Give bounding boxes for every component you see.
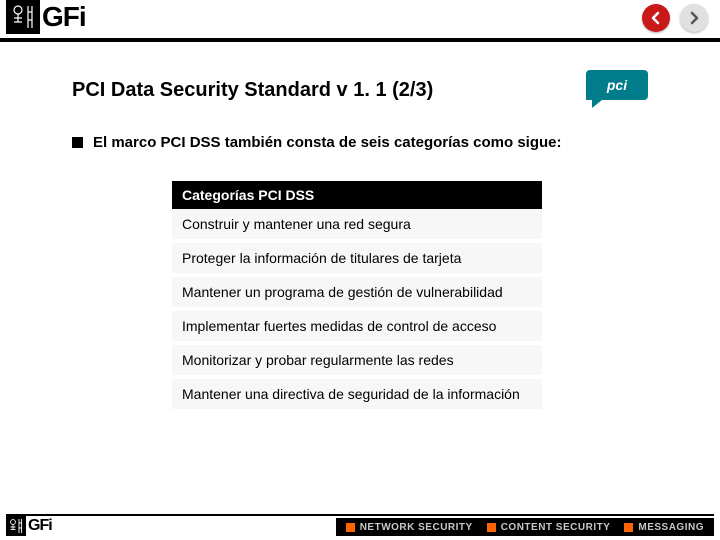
- footer-strip: NETWORK SECURITY CONTENT SECURITY MESSAG…: [336, 518, 714, 536]
- nav-arrows: [642, 4, 708, 32]
- table-row: Implementar fuertes medidas de control d…: [172, 311, 542, 345]
- brand-logo: GFi: [6, 0, 86, 34]
- slide-content: PCI Data Security Standard v 1. 1 (2/3) …: [0, 42, 720, 413]
- title-row: PCI Data Security Standard v 1. 1 (2/3) …: [72, 70, 648, 110]
- table-row: Mantener un programa de gestión de vulne…: [172, 277, 542, 311]
- bullet-text: El marco PCI DSS también consta de seis …: [93, 134, 562, 151]
- footer-item: MESSAGING: [624, 522, 704, 533]
- categories-table: Categorías PCI DSS Construir y mantener …: [172, 181, 542, 413]
- footer-item: CONTENT SECURITY: [487, 522, 611, 533]
- table-row: Monitorizar y probar regularmente las re…: [172, 345, 542, 379]
- prev-button[interactable]: [642, 4, 670, 32]
- footer-item: NETWORK SECURITY: [346, 522, 473, 533]
- bullet-icon: [72, 137, 83, 148]
- square-bullet-icon: [346, 523, 355, 532]
- footer-item-label: CONTENT SECURITY: [501, 522, 611, 533]
- brand-mark-icon: [6, 0, 40, 34]
- brand-logo-footer: GFi: [6, 516, 52, 536]
- square-bullet-icon: [487, 523, 496, 532]
- bullet-item: El marco PCI DSS también consta de seis …: [72, 134, 648, 151]
- footer-divider: [6, 514, 714, 516]
- table-row: Mantener una directiva de seguridad de l…: [172, 379, 542, 413]
- brand-name: GFi: [42, 1, 86, 33]
- table-row: Construir y mantener una red segura: [172, 209, 542, 243]
- chevron-left-icon: [649, 11, 663, 25]
- header-bar: GFi: [0, 0, 720, 42]
- footer: GFi NETWORK SECURITY CONTENT SECURITY ME…: [0, 514, 720, 536]
- chevron-right-icon: [687, 11, 701, 25]
- pci-logo-text: pci: [586, 70, 648, 100]
- next-button[interactable]: [680, 4, 708, 32]
- footer-item-label: NETWORK SECURITY: [360, 522, 473, 533]
- square-bullet-icon: [624, 523, 633, 532]
- brand-mark-icon: [6, 516, 26, 536]
- table-row: Proteger la información de titulares de …: [172, 243, 542, 277]
- brand-name-footer: GFi: [28, 517, 52, 535]
- footer-item-label: MESSAGING: [638, 522, 704, 533]
- table-header: Categorías PCI DSS: [172, 181, 542, 209]
- slide-title: PCI Data Security Standard v 1. 1 (2/3): [72, 79, 433, 102]
- pci-logo: pci: [586, 70, 648, 110]
